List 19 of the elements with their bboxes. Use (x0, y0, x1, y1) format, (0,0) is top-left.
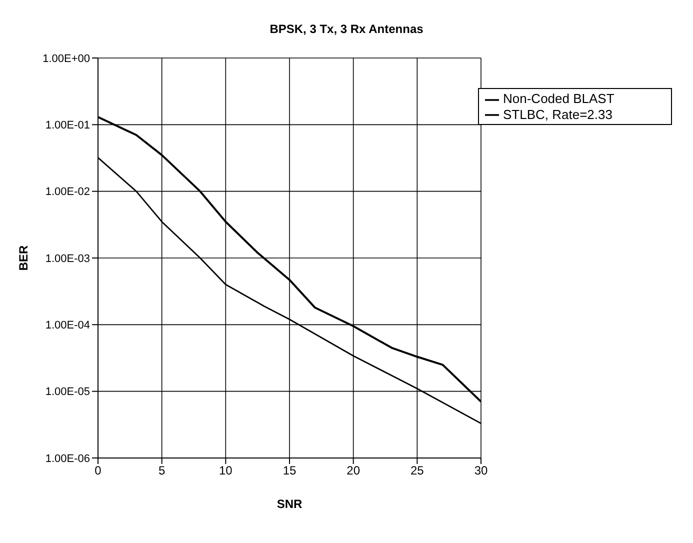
x-tick-label: 25 (410, 464, 424, 478)
x-tick-label: 20 (346, 464, 360, 478)
y-tick-label: 1.00E-01 (45, 120, 90, 132)
y-tick-label: 1.00E-03 (45, 252, 90, 265)
y-tick-label: 1.00E+00 (42, 52, 90, 65)
x-tick-label: 10 (218, 464, 233, 478)
chart-title: BPSK, 3 Tx, 3 Rx Antennas (268, 22, 424, 36)
x-tick-label: 30 (474, 464, 488, 478)
y-tick-label: 1.00E-04 (45, 320, 90, 332)
y-tick-label: 1.00E-05 (45, 386, 90, 398)
x-axis-title: SNR (276, 497, 302, 511)
y-axis-title: BER (16, 245, 30, 271)
legend-label: Non-Coded BLAST (503, 91, 614, 106)
legend-label: STLBC, Rate=2.33 (503, 106, 612, 122)
y-tick-label: 1.00E-06 (45, 452, 90, 465)
x-tick-label: 15 (282, 464, 296, 478)
x-tick-label: 5 (158, 464, 166, 478)
y-tick-label: 1.00E-02 (45, 186, 90, 198)
x-tick-label: 0 (94, 464, 102, 478)
